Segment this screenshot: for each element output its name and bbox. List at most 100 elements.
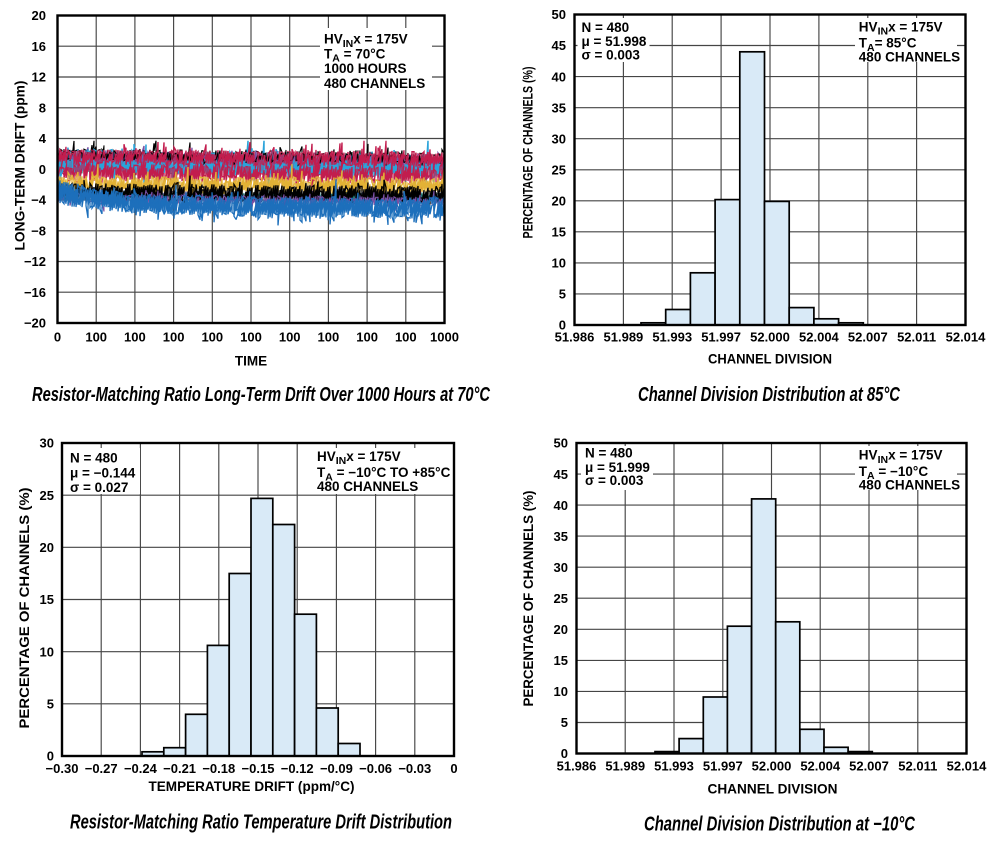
svg-text:15: 15: [552, 225, 566, 240]
svg-text:15: 15: [40, 592, 54, 607]
svg-text:TA = 70°C: TA = 70°C: [324, 46, 386, 64]
svg-text:N = 480: N = 480: [582, 20, 630, 35]
svg-text:Resistor-Matching Ratio Temper: Resistor-Matching Ratio Temperature Drif…: [70, 812, 452, 834]
svg-text:16: 16: [32, 39, 46, 54]
svg-text:0: 0: [47, 749, 54, 764]
svg-text:−8: −8: [31, 223, 46, 238]
svg-text:PERCENTAGE OF CHANNELS (%): PERCENTAGE OF CHANNELS (%): [521, 67, 536, 239]
svg-text:51.997: 51.997: [701, 330, 741, 345]
svg-text:100: 100: [356, 330, 378, 345]
svg-text:Channel Division Distribution: Channel Division Distribution at 85°C: [638, 384, 900, 406]
svg-text:10: 10: [552, 256, 566, 271]
svg-text:−0.15: −0.15: [242, 761, 275, 776]
svg-text:TEMPERATURE DRIFT (ppm/°C): TEMPERATURE DRIFT (ppm/°C): [149, 779, 355, 794]
svg-text:52.014: 52.014: [947, 759, 988, 774]
svg-text:σ = 0.027: σ = 0.027: [70, 480, 128, 495]
svg-text:μ = −0.144: μ = −0.144: [70, 465, 136, 480]
svg-text:0: 0: [561, 746, 568, 761]
svg-text:−0.03: −0.03: [398, 761, 431, 776]
svg-text:51.986: 51.986: [555, 330, 595, 345]
svg-text:−0.21: −0.21: [163, 761, 196, 776]
svg-text:100: 100: [395, 330, 417, 345]
svg-text:LONG-TERM DRIFT (ppm): LONG-TERM DRIFT (ppm): [13, 81, 28, 251]
svg-text:100: 100: [240, 330, 262, 345]
svg-text:35: 35: [554, 529, 568, 544]
svg-text:μ = 51.999: μ = 51.999: [585, 460, 650, 475]
svg-text:20: 20: [552, 194, 566, 209]
svg-text:20: 20: [554, 622, 568, 637]
svg-text:51.993: 51.993: [654, 759, 694, 774]
svg-text:480 CHANNELS: 480 CHANNELS: [317, 479, 418, 494]
svg-text:−16: −16: [24, 285, 46, 300]
svg-text:−0.12: −0.12: [281, 761, 314, 776]
svg-text:−0.24: −0.24: [124, 761, 158, 776]
svg-text:σ = 0.003: σ = 0.003: [585, 473, 644, 488]
svg-text:5: 5: [559, 287, 566, 302]
svg-text:1000: 1000: [430, 330, 459, 345]
svg-text:12: 12: [32, 70, 46, 85]
svg-text:0: 0: [450, 761, 457, 776]
svg-text:45: 45: [552, 38, 566, 53]
svg-text:100: 100: [85, 330, 107, 345]
svg-text:CHANNEL DIVISION: CHANNEL DIVISION: [708, 352, 832, 367]
svg-text:52.011: 52.011: [898, 759, 937, 774]
svg-text:480 CHANNELS: 480 CHANNELS: [859, 49, 960, 64]
svg-text:52.004: 52.004: [799, 330, 840, 345]
svg-text:52.007: 52.007: [849, 759, 889, 774]
svg-text:5: 5: [561, 715, 568, 730]
svg-text:5: 5: [47, 697, 54, 712]
svg-text:480 CHANNELS: 480 CHANNELS: [859, 478, 960, 493]
svg-text:TA = −10°C TO +85°C: TA = −10°C TO +85°C: [317, 465, 451, 483]
svg-text:51.993: 51.993: [652, 330, 692, 345]
svg-text:PERCENTAGE OF CHANNELS (%): PERCENTAGE OF CHANNELS (%): [521, 491, 536, 707]
svg-text:40: 40: [552, 69, 566, 84]
svg-text:51.989: 51.989: [604, 330, 644, 345]
svg-text:45: 45: [554, 467, 568, 482]
svg-text:CHANNEL DIVISION: CHANNEL DIVISION: [708, 782, 838, 797]
svg-text:4: 4: [39, 131, 47, 146]
svg-text:−0.27: −0.27: [85, 761, 118, 776]
svg-text:−0.06: −0.06: [359, 761, 392, 776]
svg-text:Resistor-Matching Ratio Long-T: Resistor-Matching Ratio Long-Term Drift …: [32, 384, 490, 406]
svg-text:30: 30: [552, 131, 566, 146]
svg-text:N = 480: N = 480: [70, 451, 118, 466]
svg-text:51.989: 51.989: [605, 759, 645, 774]
svg-text:σ = 0.003: σ = 0.003: [582, 48, 641, 63]
svg-text:0: 0: [39, 162, 46, 177]
svg-text:25: 25: [554, 591, 568, 606]
svg-text:15: 15: [554, 653, 568, 668]
svg-text:−0.09: −0.09: [320, 761, 353, 776]
svg-text:30: 30: [40, 436, 54, 451]
svg-text:−0.30: −0.30: [46, 761, 79, 776]
svg-text:52.007: 52.007: [848, 330, 888, 345]
svg-text:10: 10: [554, 684, 568, 699]
svg-text:30: 30: [554, 560, 568, 575]
svg-text:100: 100: [279, 330, 301, 345]
svg-text:1000 HOURS: 1000 HOURS: [324, 61, 407, 76]
svg-text:N = 480: N = 480: [585, 446, 633, 461]
svg-text:51.997: 51.997: [703, 759, 743, 774]
svg-text:100: 100: [201, 330, 223, 345]
svg-text:50: 50: [554, 436, 568, 451]
svg-text:25: 25: [552, 162, 566, 177]
svg-text:0: 0: [559, 318, 566, 333]
svg-text:52.000: 52.000: [752, 759, 792, 774]
svg-text:480 CHANNELS: 480 CHANNELS: [324, 76, 425, 91]
svg-text:−0.18: −0.18: [202, 761, 235, 776]
svg-text:−20: −20: [24, 316, 46, 331]
svg-text:50: 50: [552, 7, 566, 22]
svg-text:52.011: 52.011: [897, 330, 936, 345]
svg-text:μ = 51.998: μ = 51.998: [582, 34, 647, 49]
svg-text:100: 100: [124, 330, 146, 345]
svg-text:52.004: 52.004: [800, 759, 841, 774]
svg-text:52.014: 52.014: [946, 330, 987, 345]
svg-text:PERCENTAGE OF CHANNELS (%): PERCENTAGE OF CHANNELS (%): [17, 488, 32, 729]
svg-text:0: 0: [54, 330, 61, 345]
svg-text:8: 8: [39, 101, 46, 116]
svg-text:25: 25: [40, 488, 54, 503]
svg-text:−4: −4: [31, 193, 47, 208]
svg-text:20: 20: [40, 540, 54, 555]
svg-text:35: 35: [552, 100, 566, 115]
svg-text:20: 20: [32, 8, 46, 23]
svg-text:−12: −12: [24, 254, 46, 269]
